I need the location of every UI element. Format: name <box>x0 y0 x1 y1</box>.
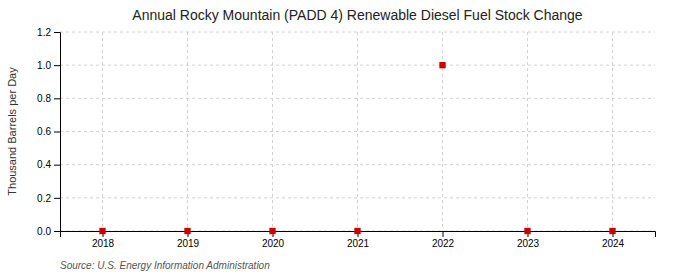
grid-line-x <box>527 32 528 231</box>
grid-line-x <box>357 32 358 231</box>
grid-line-y <box>60 98 655 99</box>
x-tick-label: 2021 <box>347 238 370 249</box>
y-tick-label: 0.0 <box>37 226 51 237</box>
y-tick: 0.8 <box>37 93 60 104</box>
x-tick-label: 2022 <box>432 238 455 249</box>
point <box>99 228 105 234</box>
y-tick-label: 0.2 <box>37 193 51 204</box>
y-tick: 0.2 <box>37 193 60 204</box>
point <box>439 62 445 68</box>
point <box>184 228 190 234</box>
x-tick-label: 2023 <box>517 238 540 249</box>
y-tick: 0.6 <box>37 126 60 137</box>
y-tick-label: 0.8 <box>37 93 51 104</box>
y-tick: 1.2 <box>37 27 60 38</box>
grid-line-y <box>60 164 655 165</box>
plot: 2018 2019 2020 2021 2022 2023 2024 0.0 0.2 0.4 0.6… <box>37 27 655 249</box>
y-tick-label: 1.2 <box>37 27 51 38</box>
y-axis-line <box>54 33 61 232</box>
x-tick-label: 2020 <box>262 238 285 249</box>
y-axis: 0.0 0.2 0.4 0.6 0.8 1.0 1.2 <box>37 27 60 237</box>
chart: 2018 2019 2020 2021 2022 2023 2024 0.0 0.2 0.4 0.6… <box>0 0 675 275</box>
point <box>354 228 360 234</box>
grid-line-y <box>60 131 655 132</box>
x-tick-label: 2019 <box>177 238 200 249</box>
grid-line-y <box>60 197 655 198</box>
point <box>524 228 530 234</box>
source: Source: U.S. Energy Information Administ… <box>60 260 270 271</box>
y-tick-mark <box>54 165 60 166</box>
grid-line-y <box>60 65 655 66</box>
grid-line-y <box>60 32 655 33</box>
x-tick-label: 2024 <box>602 238 625 249</box>
y-tick-label: 0.4 <box>37 159 51 170</box>
y-tick-mark <box>54 98 60 99</box>
marks <box>99 62 615 234</box>
title: Annual Rocky Mountain (PADD 4) Renewable… <box>132 7 583 23</box>
y-tick-mark <box>54 198 60 199</box>
y-tick-mark <box>54 132 60 133</box>
y-axis-label: Thousand Barrels per Day <box>6 67 18 196</box>
y-tick-label: 0.6 <box>37 126 51 137</box>
y-tick-mark <box>54 32 60 33</box>
y-tick: 1.0 <box>37 60 60 71</box>
y-tick-label: 1.0 <box>37 60 51 71</box>
x-tick-label: 2018 <box>92 238 115 249</box>
point <box>269 228 275 234</box>
x-tick: 2022 <box>432 231 455 249</box>
grid <box>60 32 655 231</box>
y-tick-mark <box>54 231 60 232</box>
grid-line-x <box>442 32 443 231</box>
y-tick: 0.4 <box>37 159 60 170</box>
y-tick: 0.0 <box>37 226 60 237</box>
x-tick-mark <box>443 231 444 237</box>
point <box>609 228 615 234</box>
y-tick-mark <box>54 65 60 66</box>
chart-container: 2018 2019 2020 2021 2022 2023 2024 0.0 0.2 0.4 0.6… <box>0 0 675 275</box>
